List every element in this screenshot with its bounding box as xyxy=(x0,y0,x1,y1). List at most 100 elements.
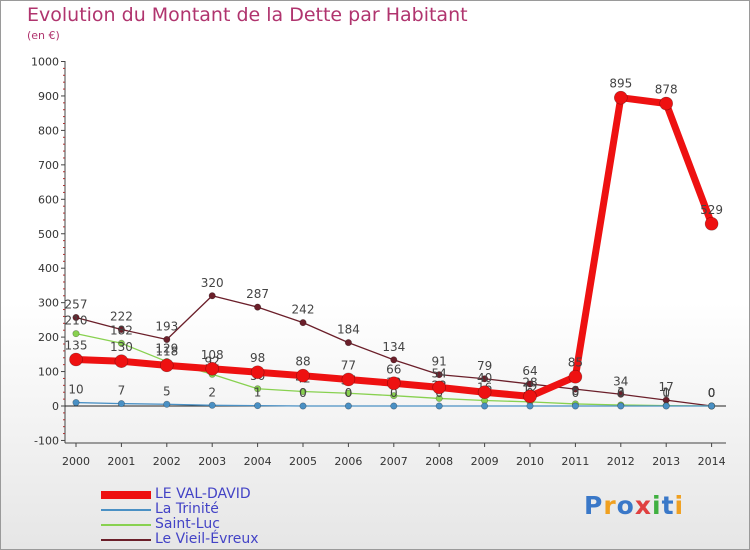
data-label: 3 xyxy=(617,385,625,399)
y-tick-label: 700 xyxy=(38,159,59,172)
data-label: 108 xyxy=(201,348,224,362)
data-point xyxy=(344,389,352,397)
x-tick-label: 2003 xyxy=(198,455,226,468)
logo-letter: i xyxy=(674,491,685,520)
data-point xyxy=(390,392,398,400)
data-label: 184 xyxy=(337,323,360,337)
legend-label: Le Vieil-Évreux xyxy=(155,531,259,547)
data-point xyxy=(526,402,534,410)
data-point xyxy=(435,394,443,402)
legend-item: La Trinité xyxy=(101,502,259,517)
legend-label: La Trinité xyxy=(155,501,219,517)
data-point xyxy=(617,402,625,410)
data-point xyxy=(163,336,171,344)
data-label: 40 xyxy=(477,371,492,385)
legend-swatch xyxy=(101,490,151,499)
legend-swatch xyxy=(101,538,151,541)
data-label: 85 xyxy=(568,356,583,370)
data-point xyxy=(481,375,489,383)
data-point xyxy=(708,402,716,410)
x-tick-label: 2013 xyxy=(652,455,680,468)
data-label: 54 xyxy=(432,366,447,380)
y-tick-label: 600 xyxy=(38,193,59,206)
x-tick-label: 2002 xyxy=(153,455,181,468)
data-point xyxy=(613,90,628,105)
x-tick-label: 2008 xyxy=(425,455,453,468)
data-point xyxy=(568,369,583,384)
data-point xyxy=(299,402,307,410)
legend-label: LE VAL-DAVID xyxy=(155,486,251,502)
data-point xyxy=(571,402,579,410)
proxiti-logo: Proxiti xyxy=(584,491,684,520)
data-point xyxy=(344,339,352,347)
y-tick-label: 0 xyxy=(52,400,59,413)
data-label: 5 xyxy=(163,384,171,398)
data-point xyxy=(704,216,719,231)
data-label: 135 xyxy=(65,338,88,352)
y-tick-label: 1000 xyxy=(31,56,59,69)
data-label: 895 xyxy=(609,77,632,91)
data-point xyxy=(160,358,174,373)
data-point xyxy=(117,339,125,347)
data-point xyxy=(617,390,625,398)
data-point xyxy=(72,313,80,321)
data-point xyxy=(662,402,670,410)
data-label: 2 xyxy=(208,385,216,399)
data-label: 64 xyxy=(522,364,537,378)
data-label: 88 xyxy=(295,355,310,369)
y-tick-label: 100 xyxy=(38,366,59,379)
data-label: 210 xyxy=(65,314,88,328)
data-point xyxy=(299,388,307,396)
data-point xyxy=(435,371,443,379)
x-tick-label: 2005 xyxy=(289,455,317,468)
data-label: 287 xyxy=(246,287,269,301)
data-point xyxy=(341,372,356,387)
data-label: 320 xyxy=(201,276,224,290)
data-point xyxy=(526,380,534,388)
logo-letter: t xyxy=(661,491,675,520)
logo-letter: i xyxy=(652,491,662,520)
data-point xyxy=(523,389,537,404)
data-label: 79 xyxy=(477,359,492,373)
x-tick-label: 2004 xyxy=(244,455,272,468)
data-label: 91 xyxy=(432,355,447,369)
data-point xyxy=(163,400,171,408)
x-tick-label: 2001 xyxy=(107,455,135,468)
legend-item: Le Vieil-Évreux xyxy=(101,532,259,547)
data-label: 0 xyxy=(708,386,716,400)
logo-letter: o xyxy=(616,491,635,520)
data-label: 0 xyxy=(572,386,580,400)
data-point xyxy=(208,401,216,409)
logo-letter: P xyxy=(584,491,604,520)
data-label: 0 xyxy=(708,386,716,400)
data-point xyxy=(250,365,265,380)
data-label: 130 xyxy=(110,340,133,354)
data-label: 28 xyxy=(522,375,537,389)
logo-letter: x xyxy=(634,491,652,520)
data-label: 1 xyxy=(662,386,670,400)
y-tick-label: 300 xyxy=(38,297,59,310)
data-label: 0 xyxy=(299,386,307,400)
data-point xyxy=(390,402,398,410)
x-tick-label: 2011 xyxy=(561,455,589,468)
x-tick-label: 2006 xyxy=(334,455,362,468)
data-label: 118 xyxy=(155,344,178,358)
data-label: 10 xyxy=(68,383,83,397)
data-label: 529 xyxy=(700,203,723,217)
x-tick-label: 2014 xyxy=(698,455,726,468)
data-label: 0 xyxy=(708,386,716,400)
y-axis-unit-label: (en €) xyxy=(27,29,60,42)
data-point xyxy=(435,402,443,410)
data-label: 193 xyxy=(155,320,178,334)
x-tick-label: 2012 xyxy=(607,455,635,468)
data-point xyxy=(254,385,262,393)
data-label: 242 xyxy=(292,303,315,317)
logo-letter: r xyxy=(603,491,617,520)
series-la-trinite: 1075210000000000 xyxy=(68,383,715,410)
data-point xyxy=(114,354,129,369)
y-tick-label: -100 xyxy=(34,434,59,447)
data-label: 222 xyxy=(110,310,133,324)
